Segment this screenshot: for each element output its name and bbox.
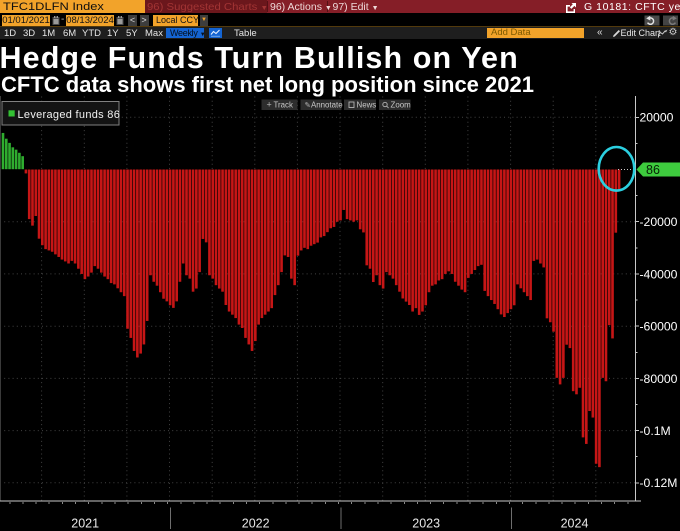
svg-text:86: 86 <box>646 163 660 177</box>
svg-text:-60000: -60000 <box>640 320 678 334</box>
svg-text:2022: 2022 <box>242 517 270 531</box>
svg-text:News: News <box>357 101 377 110</box>
svg-text:20000: 20000 <box>640 111 674 125</box>
svg-text:✎: ✎ <box>305 101 311 110</box>
svg-text:Zoom: Zoom <box>391 101 412 110</box>
svg-text:2023: 2023 <box>412 517 440 531</box>
svg-text:Annotate: Annotate <box>311 101 343 110</box>
svg-text:2021: 2021 <box>71 517 99 531</box>
svg-text:Track: Track <box>274 101 293 110</box>
svg-text:2024: 2024 <box>561 517 589 531</box>
svg-text:-20000: -20000 <box>640 215 678 229</box>
svg-text:-0.12M: -0.12M <box>640 476 678 490</box>
svg-text:-80000: -80000 <box>640 372 678 386</box>
svg-text:-0.1M: -0.1M <box>640 424 671 438</box>
svg-text:Leveraged funds 86: Leveraged funds 86 <box>18 109 121 121</box>
svg-text:-40000: -40000 <box>640 267 678 281</box>
svg-text:+: + <box>267 100 272 110</box>
